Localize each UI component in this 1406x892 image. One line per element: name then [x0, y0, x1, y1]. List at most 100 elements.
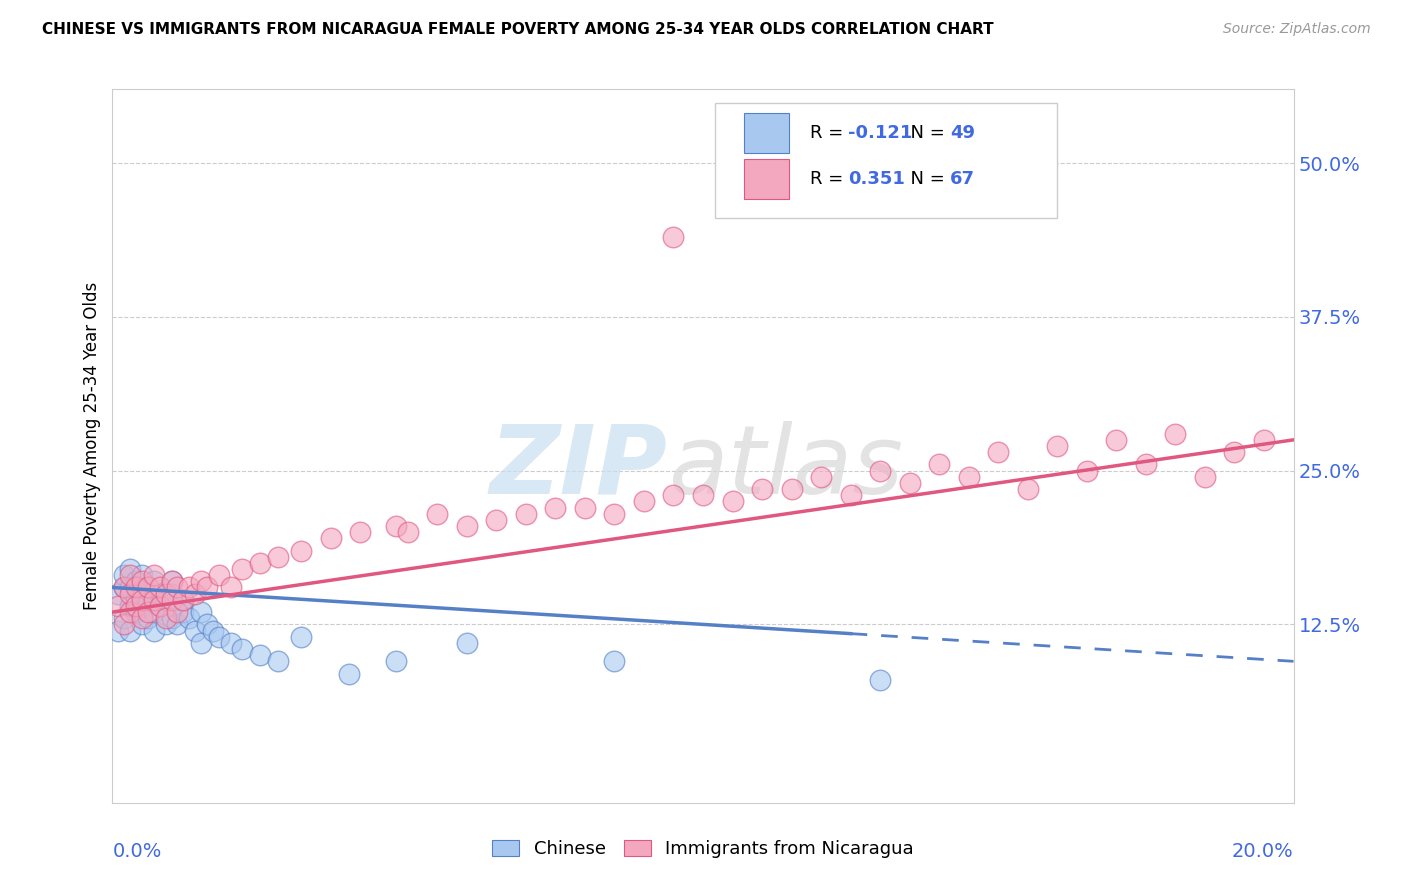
Point — [120, 562, 142, 576]
Point — [515, 507, 537, 521]
Point — [751, 482, 773, 496]
Text: N =: N = — [898, 169, 950, 188]
Point — [160, 592, 183, 607]
Point — [987, 445, 1010, 459]
Text: 20.0%: 20.0% — [1232, 842, 1294, 861]
Point — [112, 568, 135, 582]
Point — [574, 500, 596, 515]
Point — [780, 482, 803, 496]
Point — [267, 654, 290, 668]
Point — [869, 464, 891, 478]
Text: CHINESE VS IMMIGRANTS FROM NICARAGUA FEMALE POVERTY AMONG 25-34 YEAR OLDS CORREL: CHINESE VS IMMIGRANTS FROM NICARAGUA FEM… — [42, 22, 994, 37]
Point — [160, 574, 183, 589]
Point — [120, 599, 142, 613]
Point — [172, 605, 194, 619]
Point — [179, 611, 201, 625]
Point — [155, 611, 177, 625]
Point — [142, 568, 165, 582]
Point — [160, 611, 183, 625]
Point — [208, 630, 231, 644]
Point — [396, 525, 419, 540]
Point — [136, 592, 159, 607]
Point — [190, 574, 212, 589]
Point — [1076, 464, 1098, 478]
Point — [267, 549, 290, 564]
Point — [131, 568, 153, 582]
Point — [136, 581, 159, 595]
Point — [190, 605, 212, 619]
Point — [426, 507, 449, 521]
Text: -0.121: -0.121 — [848, 124, 912, 142]
Point — [160, 587, 183, 601]
Point — [172, 592, 194, 607]
Point — [136, 605, 159, 619]
Point — [249, 556, 271, 570]
Point — [1194, 469, 1216, 483]
Point — [1223, 445, 1246, 459]
Y-axis label: Female Poverty Among 25-34 Year Olds: Female Poverty Among 25-34 Year Olds — [83, 282, 101, 610]
Point — [160, 574, 183, 589]
Point — [195, 581, 218, 595]
Point — [349, 525, 371, 540]
Point — [1164, 426, 1187, 441]
Point — [155, 592, 177, 607]
Point — [385, 519, 408, 533]
Point — [290, 543, 312, 558]
Point — [131, 617, 153, 632]
Point — [120, 581, 142, 595]
Point — [692, 488, 714, 502]
Point — [290, 630, 312, 644]
Point — [107, 624, 129, 638]
Point — [1046, 439, 1069, 453]
Point — [149, 581, 172, 595]
Point — [125, 599, 148, 613]
Point — [633, 494, 655, 508]
Point — [456, 636, 478, 650]
Point — [107, 587, 129, 601]
Point — [721, 494, 744, 508]
Text: atlas: atlas — [668, 421, 903, 514]
Point — [928, 458, 950, 472]
Point — [1253, 433, 1275, 447]
Point — [120, 587, 142, 601]
Point — [125, 592, 148, 607]
Point — [166, 617, 188, 632]
Point — [603, 654, 626, 668]
Point — [166, 581, 188, 595]
Point — [1135, 458, 1157, 472]
Point — [810, 469, 832, 483]
Point — [839, 488, 862, 502]
Point — [456, 519, 478, 533]
Point — [112, 617, 135, 632]
Point — [149, 599, 172, 613]
Text: 67: 67 — [950, 169, 974, 188]
Bar — [744, 113, 789, 153]
Point — [662, 488, 685, 502]
Text: 49: 49 — [950, 124, 974, 142]
Point — [385, 654, 408, 668]
Point — [219, 581, 242, 595]
Point — [662, 230, 685, 244]
Point — [131, 611, 153, 625]
Point — [120, 624, 142, 638]
Text: Source: ZipAtlas.com: Source: ZipAtlas.com — [1223, 22, 1371, 37]
Point — [112, 581, 135, 595]
Text: N =: N = — [898, 124, 950, 142]
Point — [231, 642, 253, 657]
Point — [249, 648, 271, 662]
Text: 0.351: 0.351 — [848, 169, 905, 188]
Point — [107, 599, 129, 613]
Point — [869, 673, 891, 687]
Point — [179, 581, 201, 595]
Point — [142, 624, 165, 638]
Point — [208, 568, 231, 582]
Point — [195, 617, 218, 632]
Text: 0.0%: 0.0% — [112, 842, 162, 861]
Point — [142, 605, 165, 619]
Text: R =: R = — [810, 124, 849, 142]
Bar — [744, 160, 789, 199]
Point — [184, 624, 207, 638]
Point — [112, 581, 135, 595]
Point — [603, 507, 626, 521]
Point — [957, 469, 980, 483]
